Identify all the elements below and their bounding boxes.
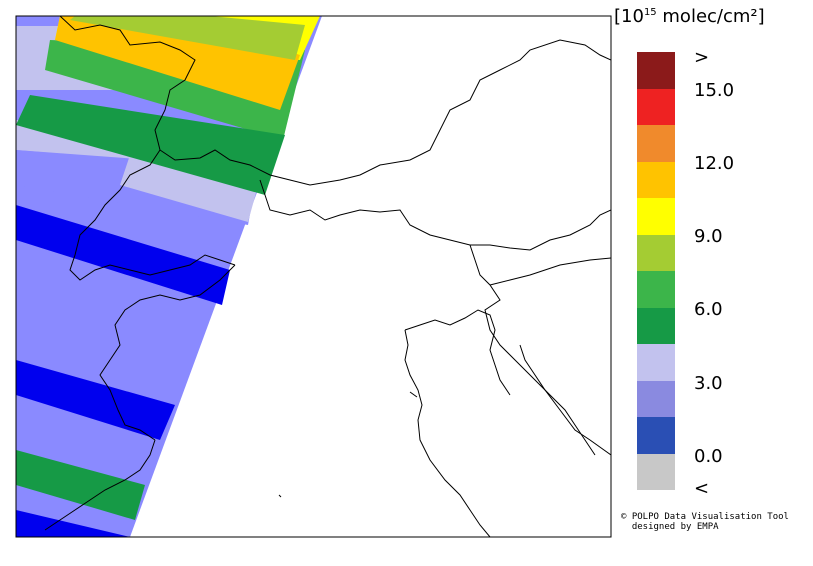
legend-tick-label-1: 15.0 [694,80,735,101]
legend-swatch-2 [637,125,675,162]
legend-tick-label-7: < [694,478,710,499]
legend-swatch-6 [637,271,675,308]
map-frame [15,15,612,538]
legend-title-prefix: [10 [614,6,644,27]
legend-swatch-3 [637,161,675,198]
legend-swatch-0 [637,52,675,89]
credit-line-2: designed by EMPA [621,522,719,532]
legend-tick-label-6: 0.0 [694,446,723,467]
color-legend [637,52,675,490]
credit-line-1: © POLPO Data Visualisation Tool [621,512,789,522]
legend-tick-label-0: > [694,47,710,68]
legend-swatch-1 [637,88,675,125]
legend-swatch-8 [637,344,675,381]
swath-band-darkblue-3 [16,510,130,537]
swath-band-yellowgreen [70,16,305,60]
legend-swatch-10 [637,417,675,454]
legend-swatch-5 [637,234,675,271]
legend-tick-label-4: 6.0 [694,299,723,320]
legend-swatch-11 [637,453,675,490]
country-borders [59,16,611,456]
legend-title-exponent: 15 [643,7,657,18]
legend-tick-label-3: 9.0 [694,226,723,247]
legend-tick-label-2: 12.0 [694,153,735,174]
legend-tick-label-5: 3.0 [694,373,723,394]
satellite-swath [16,16,322,537]
swath-band-darkblue-1 [16,205,230,305]
legend-swatch-7 [637,307,675,344]
legend-swatch-9 [637,380,675,417]
swath-band-green-2 [16,450,145,520]
coastline [44,309,596,537]
legend-swatch-4 [637,198,675,235]
credit-text: © POLPO Data Visualisation Tool designed… [621,512,789,532]
swath-band-darkgreen [16,95,285,195]
legend-title-suffix: molec/cm²] [656,6,765,27]
swath-band-darkblue-2 [16,360,175,440]
legend-unit-title: [1015 molec/cm²] [614,6,765,27]
